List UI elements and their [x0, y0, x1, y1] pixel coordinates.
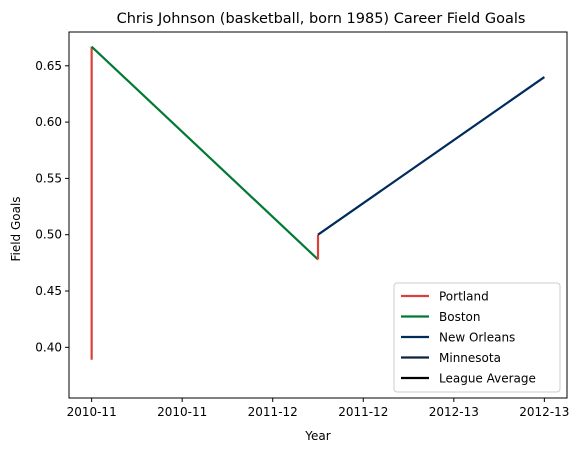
y-tick-label: 0.65	[35, 59, 62, 73]
y-tick-label: 0.50	[35, 228, 62, 242]
y-tick-label: 0.40	[35, 340, 62, 354]
x-tick-label: 2010-11	[157, 405, 207, 419]
legend-label: Boston	[439, 310, 480, 324]
legend-frame	[393, 282, 561, 393]
legend-label: Portland	[439, 290, 489, 304]
y-tick-label: 0.45	[35, 284, 62, 298]
legend: Portland Boston New Orleans Minnesota League…	[393, 282, 561, 393]
y-tick-label: 0.60	[35, 115, 62, 129]
x-tick-label: 2012-13	[519, 405, 569, 419]
x-tick-label: 2011-12	[248, 405, 298, 419]
y-tick-label: 0.55	[35, 171, 62, 185]
y-axis: 0.40 0.45 0.50 0.55 0.60 0.65	[35, 59, 69, 354]
series-line-boston	[90, 45, 319, 261]
legend-label: New Orleans	[439, 331, 515, 345]
legend-label: Minnesota	[439, 351, 501, 365]
chart-title: Chris Johnson (basketball, born 1985) Ca…	[117, 11, 526, 27]
series-layer	[90, 45, 545, 360]
series-line-new-orleans	[317, 76, 545, 236]
x-tick-label: 2011-12	[338, 405, 388, 419]
legend-label: League Average	[439, 372, 536, 386]
x-axis-label: Year	[304, 429, 330, 443]
x-axis: 2010-11 2010-11 2011-12 2011-12 2012-13 2012-…	[67, 398, 569, 419]
x-tick-label: 2010-11	[67, 405, 117, 419]
y-axis-label: Field Goals	[9, 196, 23, 261]
x-tick-label: 2012-13	[429, 405, 479, 419]
